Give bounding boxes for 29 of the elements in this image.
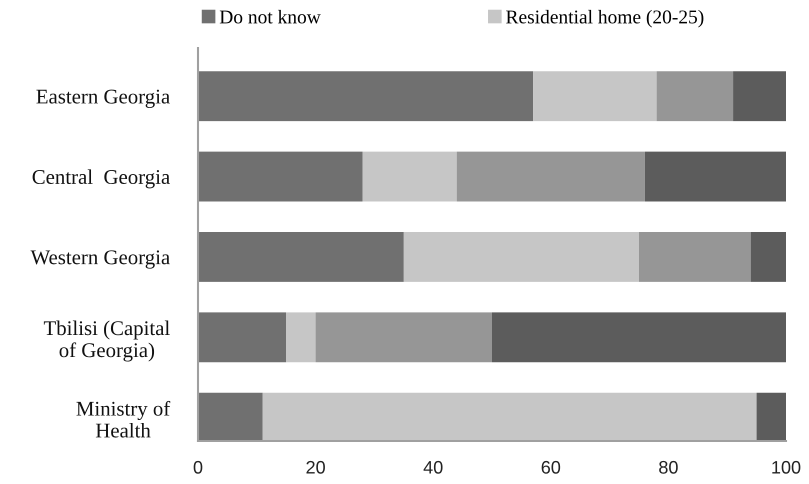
x-tick-label: 0 xyxy=(194,460,202,474)
x-tick-label: 60 xyxy=(542,460,560,474)
y-tick-label: Central Georgia xyxy=(32,169,170,188)
bar xyxy=(639,232,751,282)
legend-label: Residential home (20-25) xyxy=(506,10,704,28)
bar xyxy=(733,71,786,122)
y-tick-label: Tbilisi (Capital of Georgia) xyxy=(44,320,170,362)
bar xyxy=(286,312,316,362)
y-tick-label: Western Georgia xyxy=(30,250,170,269)
bar xyxy=(198,312,286,362)
bar xyxy=(362,152,457,202)
bar xyxy=(750,232,786,282)
legend-label: Do not know xyxy=(220,10,321,24)
y-tick-label: Ministry of Health xyxy=(76,400,170,438)
bar xyxy=(656,71,734,122)
bar xyxy=(198,71,534,122)
bar xyxy=(198,152,363,202)
x-tick-label: 100 xyxy=(772,460,800,474)
bar xyxy=(404,232,639,282)
bar xyxy=(456,152,645,202)
x-tick-label: 80 xyxy=(659,460,678,474)
bar xyxy=(644,152,786,202)
x-tick-label: 40 xyxy=(424,460,443,474)
bar xyxy=(533,71,657,122)
x-tick-label: 20 xyxy=(306,460,325,474)
bar xyxy=(316,312,492,362)
y-tick-label: Eastern Georgia xyxy=(36,90,170,108)
bar xyxy=(492,312,786,362)
bar xyxy=(198,232,404,282)
